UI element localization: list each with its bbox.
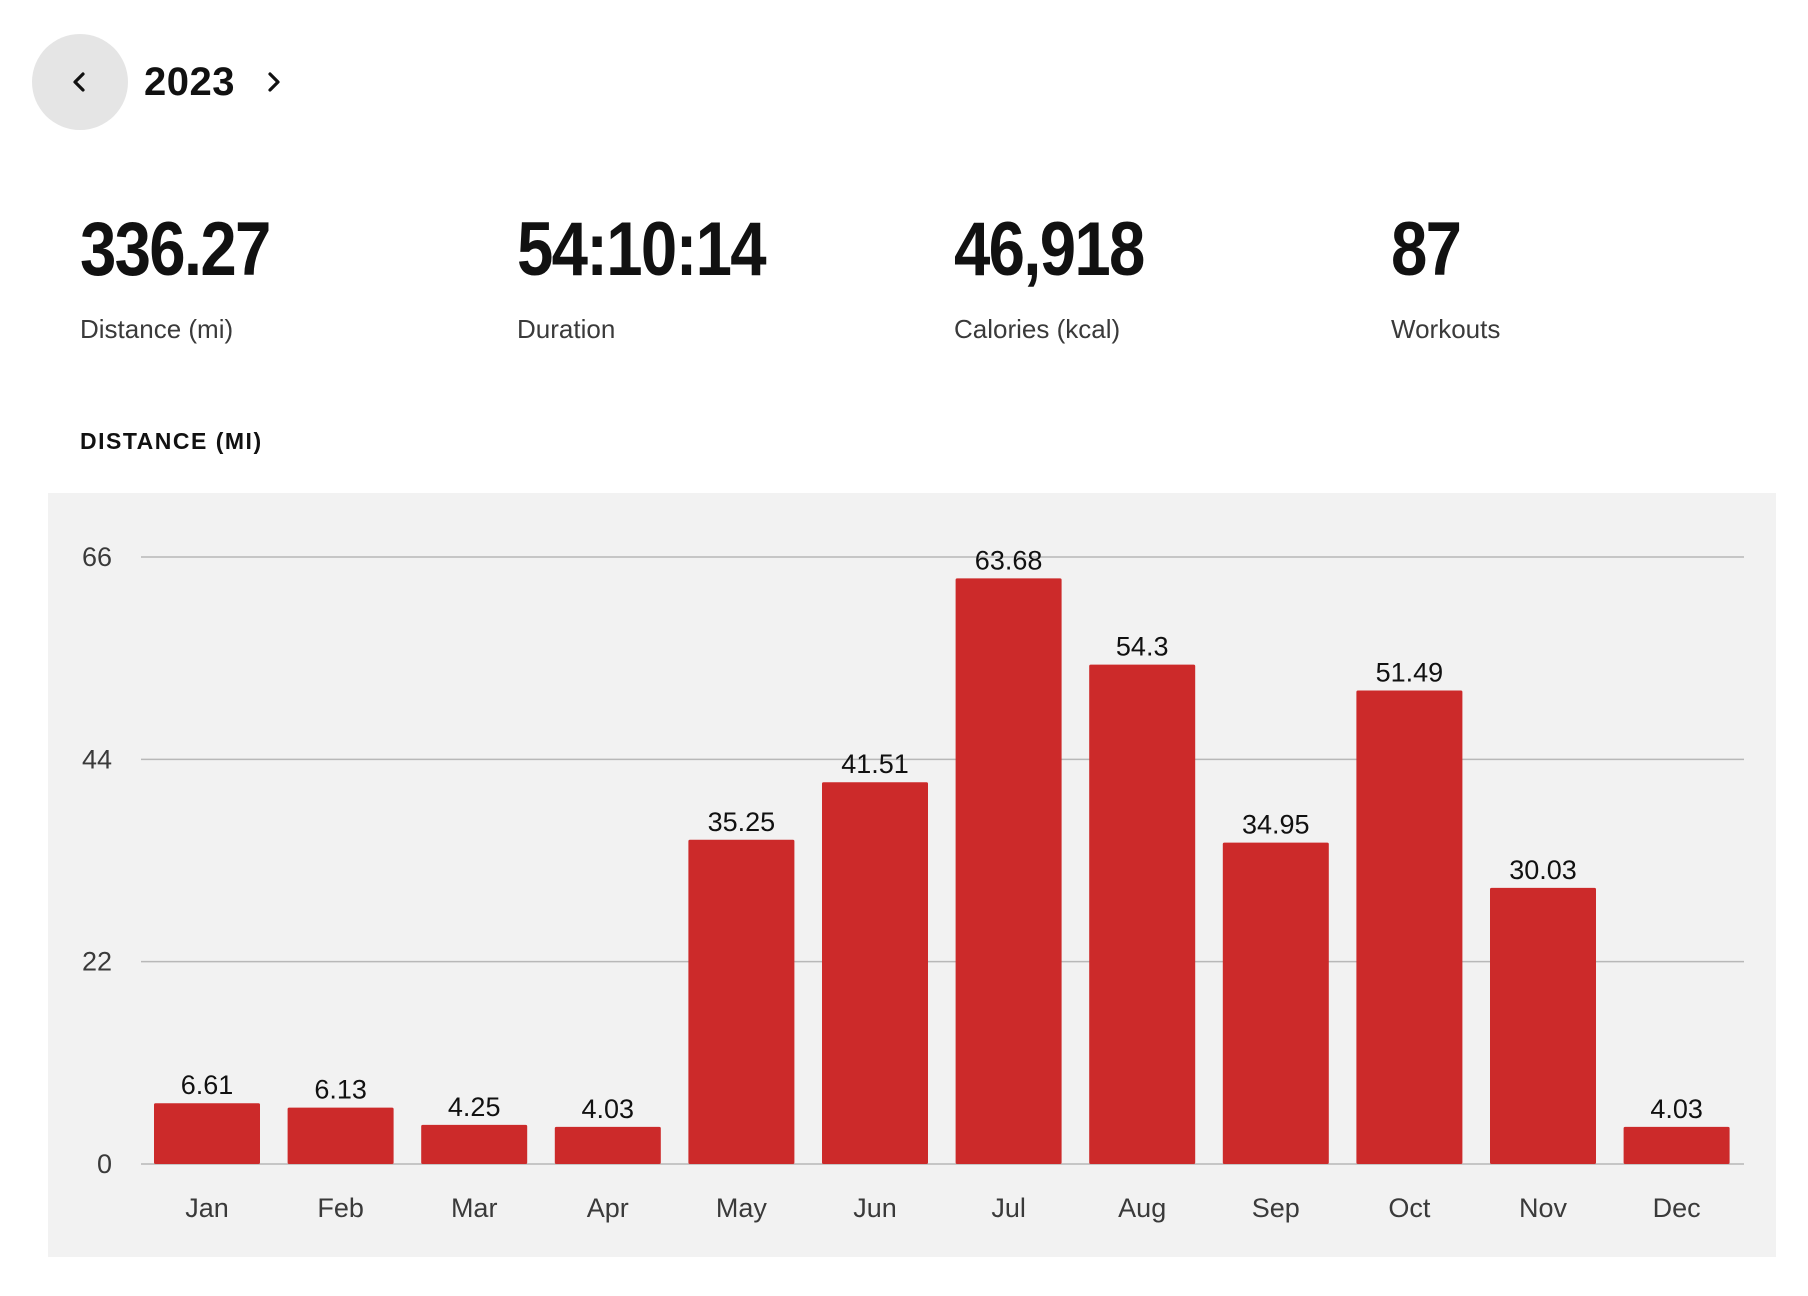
distance-bar-chart: 0 22 44 66 6.61 Jan 6.13 Feb 4.25 Mar 4.03 Apr 35.25… <box>82 542 1744 1223</box>
stat-calories-value: 46,918 <box>954 207 1145 292</box>
stat-duration: 54:10:14 Duration <box>517 210 937 345</box>
chart-title: DISTANCE (MI) <box>80 428 263 454</box>
bar <box>287 1107 394 1164</box>
bar <box>1089 664 1196 1164</box>
x-tick-label: Jul <box>991 1193 1026 1223</box>
stat-workouts: 87 Workouts <box>1391 210 1808 345</box>
bar <box>154 1103 260 1164</box>
bar-data-label: 54.3 <box>1116 632 1169 662</box>
y-tick-label: 66 <box>82 542 112 572</box>
stat-duration-value: 54:10:14 <box>517 207 767 292</box>
x-tick-label: Sep <box>1252 1193 1300 1223</box>
x-tick-label: Mar <box>451 1193 498 1223</box>
bar <box>1356 690 1463 1164</box>
x-tick-label: Jan <box>185 1193 229 1223</box>
summary-stats: 336.27 Distance (mi) 54:10:14 Duration 4… <box>80 210 1780 350</box>
y-tick-label: 0 <box>97 1149 112 1179</box>
stat-workouts-label: Workouts <box>1391 314 1501 344</box>
x-tick-label: Aug <box>1118 1193 1166 1223</box>
stat-distance-label: Distance (mi) <box>80 314 234 344</box>
bar-data-label: 41.51 <box>841 749 909 779</box>
bar-data-label: 35.25 <box>708 807 776 837</box>
bar-data-label: 63.68 <box>975 545 1043 575</box>
next-year-button[interactable] <box>245 34 301 130</box>
year-label: 2023 <box>144 59 235 104</box>
bar <box>1623 1126 1730 1164</box>
x-tick-label: Nov <box>1519 1193 1568 1223</box>
x-tick-label: Feb <box>317 1193 364 1223</box>
x-tick-label: Oct <box>1388 1193 1431 1223</box>
distance-chart-panel: 0 22 44 66 6.61 Jan 6.13 Feb 4.25 Mar 4.03 Apr 35.25… <box>48 493 1776 1257</box>
stat-distance-value: 336.27 <box>80 207 271 292</box>
stat-workouts-value: 87 <box>1391 207 1462 292</box>
x-tick-label: Jun <box>853 1193 897 1223</box>
y-tick-label: 22 <box>82 947 112 977</box>
y-tick-label: 44 <box>82 744 112 774</box>
x-tick-label: May <box>716 1193 768 1223</box>
bar <box>554 1126 661 1164</box>
bar <box>688 839 795 1164</box>
stat-distance: 336.27 Distance (mi) <box>80 210 500 345</box>
stat-calories-label: Calories (kcal) <box>954 314 1121 344</box>
chevron-right-icon <box>268 72 280 92</box>
bar <box>822 782 928 1164</box>
bar-data-label: 4.25 <box>448 1092 501 1122</box>
stat-calories: 46,918 Calories (kcal) <box>954 210 1374 345</box>
previous-year-button[interactable] <box>32 34 128 130</box>
chevron-left-icon <box>73 72 85 92</box>
bar <box>955 578 1062 1164</box>
bar-data-label: 6.61 <box>181 1070 234 1100</box>
x-tick-label: Dec <box>1653 1193 1701 1223</box>
bar-data-label: 4.03 <box>1650 1094 1703 1124</box>
bar-data-label: 51.49 <box>1376 657 1444 687</box>
bar <box>1490 887 1596 1164</box>
bar-data-label: 30.03 <box>1509 855 1577 885</box>
stat-duration-label: Duration <box>517 314 616 344</box>
bar-data-label: 4.03 <box>582 1094 635 1124</box>
bar <box>1222 842 1329 1164</box>
bar-data-label: 34.95 <box>1242 810 1310 840</box>
bar-data-label: 6.13 <box>314 1075 367 1105</box>
bar <box>421 1124 528 1164</box>
x-tick-label: Apr <box>587 1193 629 1223</box>
year-navigation: 2023 <box>32 34 301 130</box>
